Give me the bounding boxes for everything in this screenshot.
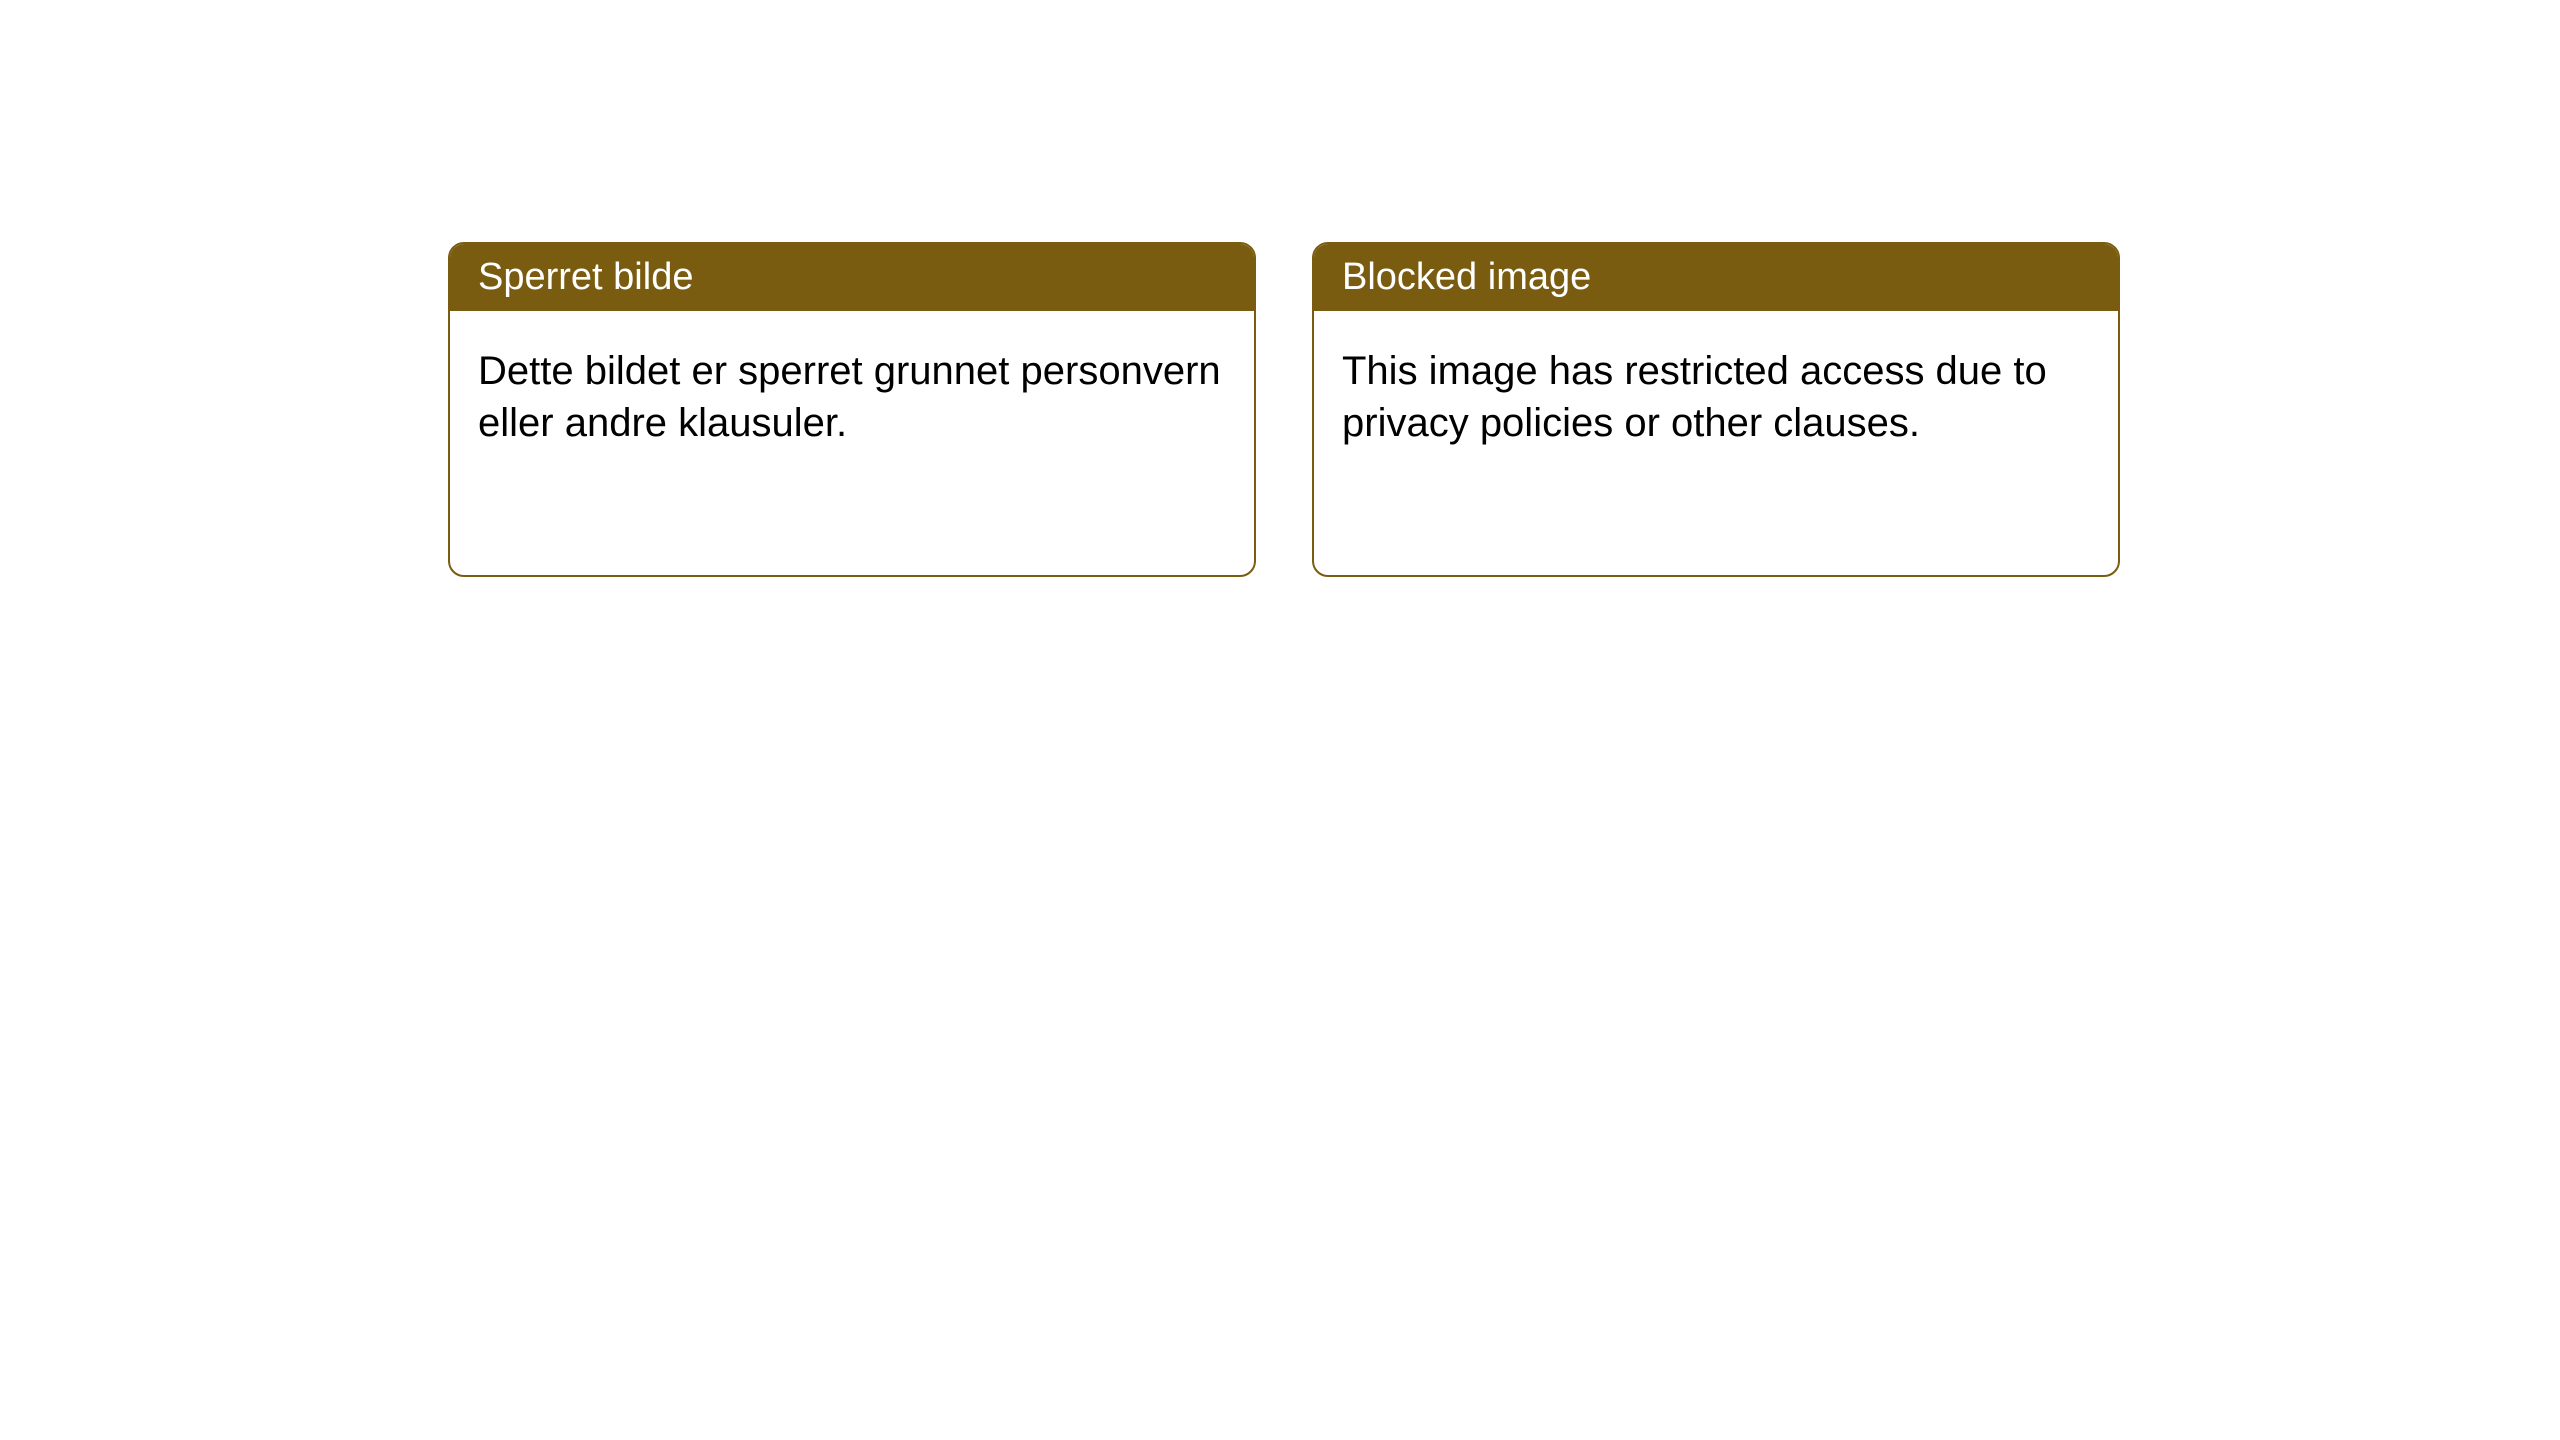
card-title: Blocked image [1342, 256, 1591, 298]
blocked-image-card-no: Sperret bilde Dette bildet er sperret gr… [448, 242, 1256, 577]
card-header: Blocked image [1314, 244, 2118, 311]
card-container: Sperret bilde Dette bildet er sperret gr… [0, 0, 2560, 577]
card-title: Sperret bilde [478, 256, 693, 298]
card-body-text: Dette bildet er sperret grunnet personve… [478, 349, 1221, 445]
card-header: Sperret bilde [450, 244, 1254, 311]
card-body-text: This image has restricted access due to … [1342, 349, 2047, 445]
card-body: Dette bildet er sperret grunnet personve… [450, 311, 1254, 483]
card-body: This image has restricted access due to … [1314, 311, 2118, 483]
blocked-image-card-en: Blocked image This image has restricted … [1312, 242, 2120, 577]
